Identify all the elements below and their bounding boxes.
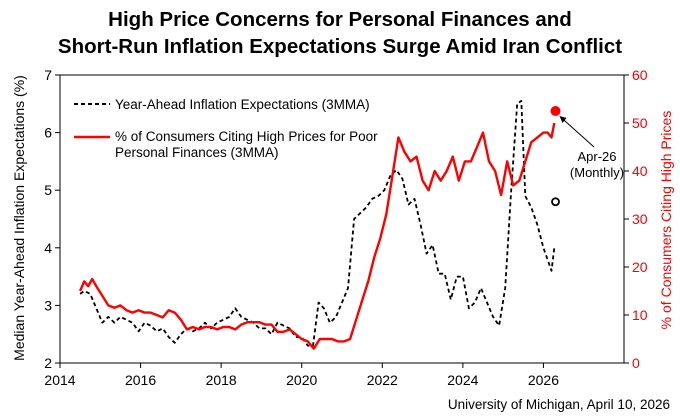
- marker-apr26-high-prices: [550, 106, 561, 116]
- y-right-tick-label-20: 20: [632, 259, 648, 275]
- series-line-high-prices: [78, 122, 556, 350]
- annotation-arrowhead: [559, 116, 567, 123]
- y-left-tick-label-7: 7: [44, 67, 52, 83]
- y-right-tick-label-50: 50: [632, 115, 648, 131]
- x-tick-label-2020: 2020: [286, 372, 317, 388]
- y-right-tick-label-0: 0: [632, 355, 640, 371]
- y-left-tick-label-4: 4: [44, 240, 52, 256]
- legend-label-high-prices: % of Consumers Citing High Prices for Po…: [115, 129, 381, 160]
- y-right-tick-label-10: 10: [632, 307, 648, 323]
- y-axis-label-left: Median Year-Ahead Inflation Expectations…: [11, 75, 27, 361]
- x-tick-label-2018: 2018: [206, 372, 237, 388]
- chart-title-line2: Short-Run Inflation Expectations Surge A…: [58, 35, 622, 58]
- annotation-line1: Apr-26: [577, 149, 616, 164]
- y-left-tick-label-2: 2: [44, 355, 52, 371]
- legend-label-expectations: Year-Ahead Inflation Expectations (3MMA): [115, 97, 370, 112]
- plot-frame: [59, 74, 625, 364]
- x-tick-label-2026: 2026: [528, 372, 559, 388]
- series-line-expectations: [79, 100, 556, 347]
- y-left-tick-label-3: 3: [44, 297, 52, 313]
- legend: Year-Ahead Inflation Expectations (3MMA)…: [74, 97, 381, 160]
- y-right-tick-label-30: 30: [632, 211, 648, 227]
- annotation-line2: (Monthly): [570, 165, 624, 180]
- y-right-tick-label-40: 40: [632, 163, 648, 179]
- chart-title-line1: High Price Concerns for Personal Finance…: [108, 8, 572, 31]
- plot-area: 2014 2016 2018 2020 2022 2024 2026 2 3 4 5 6 7 0 10 20 3…: [44, 67, 648, 388]
- source-note: University of Michigan, April 10, 2026: [448, 397, 670, 412]
- y-right-tick-label-60: 60: [632, 67, 648, 83]
- x-tick-label-2016: 2016: [125, 372, 156, 388]
- y-left-tick-label-5: 5: [44, 182, 52, 198]
- legend-label-high-prices-line1: % of Consumers Citing High Prices for Po…: [115, 129, 378, 144]
- x-tick-label-2024: 2024: [447, 372, 478, 388]
- legend-label-high-prices-line2: Personal Finances (3MMA): [115, 145, 279, 160]
- x-tick-label-2022: 2022: [367, 372, 398, 388]
- x-tick-label-2014: 2014: [44, 372, 75, 388]
- y-left-tick-label-6: 6: [44, 125, 52, 141]
- annotation-arrow: [560, 116, 595, 148]
- y-axis-label-right: % of Consumers Citing High Prices: [658, 111, 674, 330]
- marker-apr26-expectations: [551, 197, 560, 207]
